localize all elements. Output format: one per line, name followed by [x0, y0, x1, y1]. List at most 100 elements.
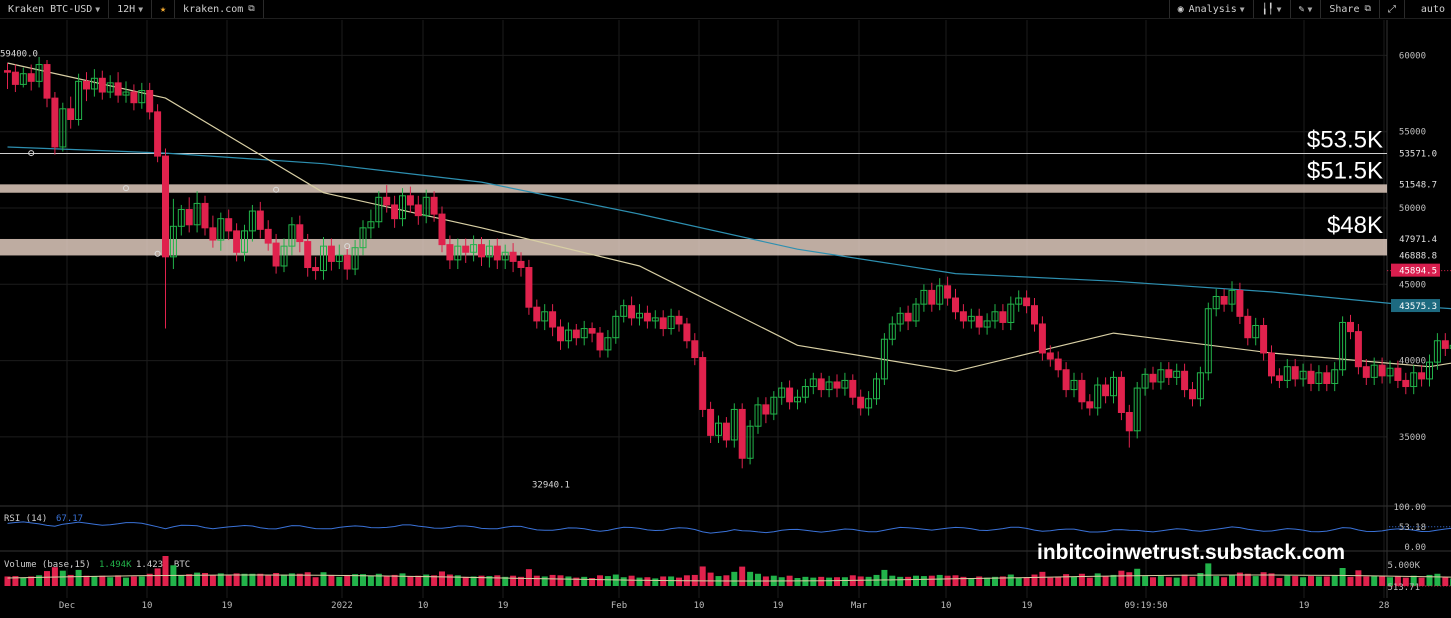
candle-body — [533, 306, 541, 322]
volume-bar — [1244, 573, 1251, 586]
candle-body — [296, 224, 304, 243]
candle-body — [35, 64, 43, 82]
volume-bar — [1189, 576, 1196, 586]
volume-bar — [273, 573, 280, 586]
candle-body — [1347, 321, 1354, 333]
volume-bar — [304, 572, 311, 586]
time-tick-label: Feb — [611, 601, 627, 611]
candle-body — [272, 242, 280, 267]
candle-body — [580, 328, 588, 339]
candle-body — [280, 245, 288, 267]
candle-type-icon: ╽╿ — [1261, 3, 1274, 15]
volume-bar — [209, 574, 216, 586]
volume-bar — [1063, 574, 1070, 586]
volume-bar — [660, 576, 667, 586]
volume-bar — [320, 572, 327, 586]
auto-label: auto — [1420, 3, 1445, 15]
candle-body — [557, 326, 564, 342]
swing-marker — [28, 150, 35, 157]
volume-bar — [1126, 572, 1133, 586]
fullscreen-button[interactable]: ⤢ — [1378, 0, 1404, 18]
candle-body — [1315, 372, 1323, 384]
volume-bar — [999, 576, 1006, 586]
time-axis[interactable]: Dec 10 19 2022 10 19 Feb 10 19 Mar 10 19 09:19:50 19 2… — [59, 601, 1390, 611]
analysis-button[interactable]: ◉ Analysis ▼ — [1168, 0, 1253, 18]
volume-bar — [1418, 577, 1425, 586]
volume-bar — [1300, 577, 1307, 586]
candle-body — [75, 80, 83, 120]
time-tick-label: Dec — [59, 601, 75, 611]
volume-bar — [44, 571, 50, 586]
volume-bar — [146, 573, 153, 586]
volume-bar — [952, 575, 959, 586]
time-tick-label: 09:19:50 — [1124, 601, 1167, 611]
candle-body — [541, 311, 549, 322]
price-level-label: 53571.0 — [1399, 150, 1437, 160]
volume-bar — [4, 576, 11, 586]
external-link-icon: ⧉ — [248, 4, 255, 14]
candle-body — [628, 305, 636, 319]
interval-selector[interactable]: 12H ▼ — [109, 0, 153, 18]
star-icon[interactable]: ★ — [152, 0, 176, 18]
share-button[interactable]: Share ⧉ — [1320, 0, 1379, 18]
candle-body — [1086, 401, 1094, 409]
price-level-label: 46888.8 — [1399, 251, 1437, 261]
candle-body — [833, 381, 841, 389]
candle-body — [746, 425, 754, 459]
rsi-pane[interactable]: RSI (14) 67.17 100.00 53.18 0.00 — [4, 503, 1451, 553]
candle-body — [1196, 372, 1204, 400]
volume-pane[interactable]: Volume (base,15) 1.494K 1.423K BTC 5.000K51… — [4, 556, 1451, 593]
candle-body — [1038, 323, 1046, 354]
candle-body — [1268, 352, 1275, 377]
candle-body — [612, 315, 620, 339]
volume-bar — [360, 574, 366, 586]
draw-button[interactable]: ✎ ▼ — [1289, 0, 1321, 18]
candle-body — [399, 195, 406, 220]
volume-bar — [1229, 575, 1235, 586]
price-labels: 53571.0 51548.7 47971.4 46888.8 45894.5 43575… — [1391, 150, 1440, 313]
volume-bar — [288, 573, 295, 586]
candlesticks[interactable] — [4, 56, 1451, 469]
volume-bar — [960, 576, 967, 586]
candle-body — [1410, 372, 1418, 388]
candle-body — [43, 64, 51, 99]
volume-bar — [91, 576, 98, 586]
candle-type-button[interactable]: ╽╿ ▼ — [1252, 0, 1290, 18]
candle-body — [1141, 373, 1149, 389]
site-link[interactable]: kraken.com ⧉ — [175, 0, 264, 18]
candle-body — [288, 224, 296, 247]
volume-bar — [1434, 573, 1441, 586]
candle-body — [1252, 325, 1260, 339]
candle-body — [596, 332, 604, 351]
price-axis[interactable]: 35000 40000 45000 50000 55000 60000 — [1399, 51, 1426, 443]
symbol-selector[interactable]: Kraken BTC-USD ▼ — [0, 0, 110, 18]
candle-body — [1378, 364, 1386, 377]
candle-body — [351, 247, 359, 270]
rsi-tick-label: 53.18 — [1399, 523, 1426, 533]
swing-marker — [154, 250, 161, 257]
chevron-down-icon: ▼ — [1307, 4, 1313, 14]
high-label: 59400.0 — [0, 50, 38, 60]
volume-bar — [881, 569, 888, 586]
volume-bar — [249, 573, 256, 586]
low-label: 32940.1 — [532, 480, 570, 490]
volume-bar — [328, 574, 335, 586]
volume-bar — [138, 576, 145, 586]
volume-bar — [431, 575, 438, 586]
candle-body — [928, 289, 936, 305]
candle-body — [1102, 384, 1110, 397]
candle-body — [1015, 297, 1023, 305]
volume-bar — [636, 577, 643, 586]
auto-scale-button[interactable]: auto — [1403, 0, 1451, 18]
volume-bar — [597, 575, 603, 586]
candle-body — [1394, 367, 1402, 381]
volume-bar — [889, 575, 896, 586]
candle-body — [1283, 366, 1291, 381]
volume-bar — [75, 569, 82, 586]
volume-bar — [1379, 576, 1386, 586]
candle-body — [343, 254, 351, 270]
volume-bar — [668, 576, 675, 586]
candle-body — [1007, 303, 1015, 323]
time-tick-label: 10 — [694, 601, 705, 611]
